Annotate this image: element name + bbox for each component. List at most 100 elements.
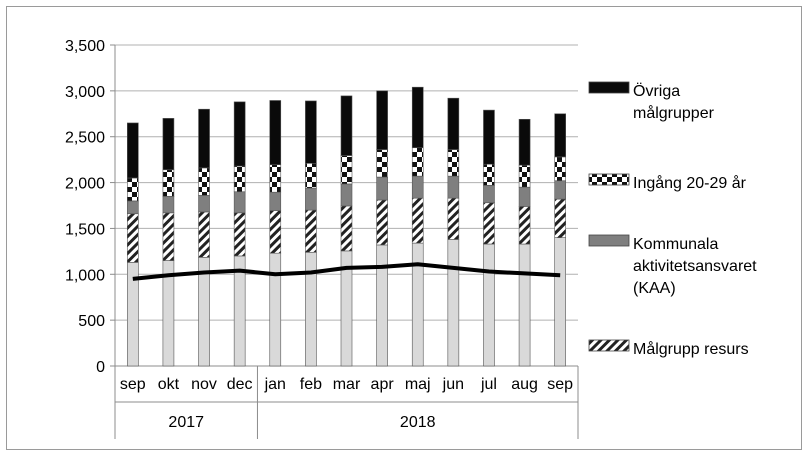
y-tick-label: 3,000: [65, 84, 105, 101]
bar-segment-ovriga: [447, 97, 460, 150]
x-axis: sep okt nov dec jan feb mar apr maj jun jul aug sep2…: [114, 366, 579, 439]
bar-segment-kaa: [518, 186, 531, 207]
bar-segment-resurs: [269, 210, 282, 254]
legend-swatch: [588, 81, 630, 94]
line-series: [132, 262, 561, 281]
legend-swatch: [588, 173, 630, 186]
y-tick-label: 1,500: [65, 221, 105, 238]
bar-segment-ingang: [305, 163, 317, 189]
legend-label: Målgrupp resurs: [633, 340, 749, 358]
legend-label: Övriga: [633, 82, 680, 100]
y-tick-label: 2,000: [65, 176, 105, 193]
bar-segment-kaa: [198, 195, 210, 213]
bar-segment-ingang: [127, 177, 139, 202]
bar-segment-kaa: [269, 191, 282, 211]
bar-segment-resurs: [127, 213, 139, 263]
bar-segment-ingang: [447, 149, 460, 177]
bar-segment-ovriga: [340, 95, 353, 156]
bar-segment-ingang: [233, 165, 246, 193]
bar-segment-resurs: [198, 211, 210, 258]
legend-label: Ingång 20-29 år: [633, 174, 747, 192]
x-tick-label: okt: [158, 376, 180, 393]
bar-segment-ingang: [376, 149, 388, 178]
x-tick-label: nov: [191, 376, 217, 393]
bar-segment-ovriga: [233, 101, 246, 167]
bar-segment-base: [376, 244, 388, 367]
x-tick-label: jun: [442, 376, 464, 393]
bar-segment-resurs: [376, 199, 388, 246]
bar-segment-resurs: [233, 212, 246, 257]
y-tick-label: 1,000: [65, 267, 105, 284]
legend-label: aktivitetsansvaret: [633, 258, 757, 275]
bar-segment-ovriga: [162, 118, 175, 171]
bar-segment-kaa: [127, 200, 139, 215]
y-tick-label: 500: [78, 313, 105, 330]
bar-segment-ovriga: [198, 108, 210, 169]
bar-segment-base: [411, 242, 424, 367]
bar-segment-base: [518, 243, 531, 367]
x-tick-label: jul: [480, 376, 497, 393]
legend-swatch: [588, 339, 630, 352]
bar-segment-resurs: [518, 206, 531, 245]
bar-segment-ovriga: [554, 113, 566, 158]
bar-segment-base: [447, 239, 460, 367]
bar-segment-base: [483, 243, 495, 367]
bar-segment-base: [269, 252, 282, 367]
legend-label: (KAA): [633, 280, 676, 297]
chart-frame: 0 500 1,000 1,500 2,000 2,500 3,000 3,500 sep ok…: [6, 6, 802, 450]
x-tick-label: jan: [264, 376, 286, 393]
bar-segment-kaa: [554, 180, 566, 200]
bar-segment-base: [554, 237, 566, 367]
bar-segment-resurs: [554, 198, 566, 238]
bar-segment-kaa: [340, 183, 353, 207]
x-tick-label: sep: [120, 376, 146, 393]
bar-segment-ovriga: [376, 90, 388, 150]
bar-segment-ingang: [518, 164, 531, 188]
bar-segment-kaa: [305, 187, 317, 211]
x-tick-label: maj: [405, 376, 431, 393]
y-tick-label: 3,500: [65, 38, 105, 55]
x-tick-label: apr: [371, 376, 395, 393]
year-label: 2017: [168, 414, 204, 431]
x-tick-label: sep: [547, 376, 573, 393]
y-tick-label: 2,500: [65, 130, 105, 147]
bar-segment-ingang: [269, 164, 282, 193]
bar-segment-resurs: [305, 209, 317, 253]
bar-segment-ingang: [162, 169, 175, 197]
bar-segment-ovriga: [269, 100, 282, 165]
bar-segment-resurs: [447, 197, 460, 240]
x-tick-label: feb: [300, 376, 322, 393]
bar-segment-ingang: [554, 156, 566, 182]
x-tick-label: mar: [333, 376, 361, 393]
y-tick-label: 0: [96, 359, 105, 376]
bar-segment-kaa: [483, 185, 495, 204]
legend-swatch: [588, 234, 630, 247]
bar-segment-ovriga: [127, 122, 139, 179]
bar-segment-kaa: [376, 176, 388, 201]
bar-segment-ingang: [198, 167, 210, 196]
x-tick-label: dec: [227, 376, 253, 393]
legend-label: Kommunala: [633, 236, 718, 253]
bar-segment-ingang: [340, 155, 353, 185]
bar-segment-kaa: [411, 175, 424, 199]
bar-segment-resurs: [411, 197, 424, 244]
bar-segment-kaa: [233, 191, 246, 214]
year-label: 2018: [400, 414, 436, 431]
bar-segment-ingang: [411, 147, 424, 177]
x-tick-label: aug: [511, 376, 538, 393]
bar-segment-base: [305, 251, 317, 367]
bars: [127, 86, 566, 367]
trend-line: [132, 262, 561, 281]
bar-segment-ovriga: [411, 86, 424, 149]
bar-segment-ovriga: [518, 118, 531, 166]
bar-segment-kaa: [162, 196, 175, 214]
legend-label: målgrupper: [633, 104, 715, 122]
bar-segment-kaa: [447, 175, 460, 199]
legend: Övriga målgrupper Ingång 20-29 år Kommunala…: [588, 81, 757, 358]
bar-segment-ingang: [483, 163, 495, 186]
bar-segment-ovriga: [483, 109, 495, 165]
y-axis: 0 500 1,000 1,500 2,000 2,500 3,000 3,500: [65, 38, 116, 376]
bar-segment-resurs: [483, 202, 495, 245]
bar-segment-resurs: [162, 212, 175, 261]
